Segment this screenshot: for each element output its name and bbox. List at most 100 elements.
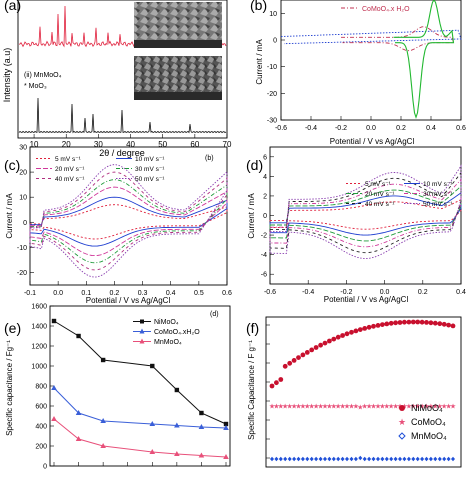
panel-f-legend-label: MnMoO₄ [411,431,447,441]
panel-f-point-nimoo4 [419,319,425,325]
panel-f-point-mnmoo4 [283,456,288,462]
panel-f: (f) Specific Capacitance / F g⁻¹ ★★★★★★★… [246,316,462,468]
panel-e-yticks: 1600 1400 1200 1000 800 600 400 200 0 [31,304,54,471]
panel-f-point-comoo4: ★ [317,403,323,411]
panel-e-marker [51,416,57,421]
panel-d-xtick-label: -0.6 [264,289,276,296]
panel-c-ytick-label: -10 [17,245,27,252]
panel-c-legend-label: 5 mV s⁻¹ [55,156,82,163]
panel-f-point-mnmoo4 [376,456,380,462]
panel-e-line [53,418,227,458]
panel-f-point-nimoo4 [428,320,434,326]
panel-f-point-mnmoo4 [402,456,407,462]
panel-d-xtick-label: 0.4 [456,289,466,296]
panel-f-point-comoo4: ★ [406,403,412,411]
panel-e-marker [150,363,155,369]
panel-f-point-nimoo4 [327,338,332,344]
panel-f-point-mnmoo4 [270,456,274,462]
panel-f-point-comoo4: ★ [331,403,337,411]
panel-f-point-comoo4: ★ [335,403,341,411]
panel-f-point-comoo4: ★ [428,403,434,411]
panel-d-curves [269,164,462,260]
panel-d-xtick-label: 0.0 [380,289,390,296]
panel-f-point-mnmoo4 [323,456,327,462]
panel-b-ytick-label: -10 [267,64,277,71]
panel-c-xtick-label: 0.5 [194,290,204,297]
panel-b-xtick-label: 0.6 [456,125,466,132]
panel-d-axes [269,146,462,285]
panel-f-legend-marker [398,432,406,440]
panel-d-ytick-label: 6 [263,154,267,161]
panel-f-point-mnmoo4 [353,456,358,462]
panel-f-point-nimoo4 [446,322,451,328]
panel-e-marker [149,421,156,426]
panel-c-ytick-label: 10 [19,195,27,202]
panel-d-curve [269,185,462,242]
panel-f-letter: (f) [246,320,259,336]
panel-f-legend-marker [399,405,405,411]
sem-inset-bottom [134,56,222,100]
panel-c-curves [29,164,228,278]
panel-e-series [51,318,229,459]
panel-f-point-mnmoo4 [367,456,372,462]
panel-d-ytick-label: -4 [261,252,267,259]
panel-f-point-mnmoo4 [305,456,310,462]
panel-d-legend-label: 20 mV s⁻¹ [365,191,395,198]
panel-f-point-mnmoo4 [406,456,411,462]
panel-a-xticks: 10 20 30 40 50 60 70 [30,134,232,149]
panel-e-marker [100,418,106,423]
panel-b-xtick-label: 0.0 [366,125,376,132]
panel-c-xtick-label: 0.1 [81,290,91,297]
panel-f-point-mnmoo4 [300,456,305,462]
panel-a-label-moo3: * MoO₃ [24,83,47,90]
panel-f-point-mnmoo4 [428,456,433,462]
panel-f-point-comoo4: ★ [339,403,345,411]
panel-a-xtick-label: 50 [158,140,167,149]
panel-b-xtick-label: 0.4 [426,125,436,132]
panel-f-point-comoo4: ★ [366,403,372,411]
panel-b-legend-label: CoMoO₄.x H₂O [362,6,410,13]
panel-f-point-nimoo4 [393,320,398,326]
panel-e-xticks [53,462,227,466]
panel-f-point-nimoo4 [406,319,412,325]
panel-b-xticks: -0.6 -0.4 -0.2 0.0 0.2 0.4 0.6 [275,116,466,132]
panel-a-xtick-label: 20 [62,140,71,149]
panel-f-point-nimoo4 [300,352,306,358]
panel-f-point-mnmoo4 [309,456,314,462]
panel-c-xtick-label: -0.1 [24,290,36,297]
panel-f-legend-label: NiMoO₄ [411,403,443,413]
panel-b-xtick-label: -0.6 [275,125,287,132]
panel-b-xtick-label: -0.2 [335,125,347,132]
panel-d-legend-label: 5 mV s⁻¹ [365,181,392,188]
panel-e-legend-marker [140,319,144,324]
panel-c-legend: 5 mV s⁻¹ 10 mV s⁻¹ 20 mV s⁻¹ 30 mV s⁻¹ 40 mV… [36,156,165,183]
panel-c-xtick-label: 0.0 [53,290,63,297]
panel-e-ytick-label: 0 [43,464,47,471]
panel-c: (c) (b) Current / mA Potential / V vs Ag… [4,145,232,306]
panel-a-pattern-ii [18,97,227,134]
panel-c-legend-label: 30 mV s⁻¹ [135,166,165,173]
panel-e-marker [76,333,81,339]
panel-d-curve [269,192,462,236]
panel-d: (d) Current / mA Potential / V vs Ag/AgC… [246,146,466,304]
panel-f-point-mnmoo4 [393,456,398,462]
panel-f-point-mnmoo4 [389,456,394,462]
panel-b-ylabel: Current / mA [255,39,264,85]
panel-c-curve [29,164,228,278]
panel-f-point-comoo4: ★ [300,403,306,411]
panel-b-xlabel: Potential / V vs Ag/AgCl [330,137,415,146]
panel-f-point-comoo4: ★ [437,403,443,411]
panel-d-legend: 5 mV s⁻¹ 10 mV s⁻¹ 20 mV s⁻¹ 30 mV s⁻¹ 40 mV… [346,181,453,208]
panel-c-xtick-label: 0.4 [166,290,176,297]
panel-d-legend-label: 30 mV s⁻¹ [423,191,453,198]
panel-c-letter: (c) [4,157,20,173]
panel-e-marker [51,318,57,324]
panel-b-xtick-label: -0.4 [305,125,317,132]
panel-c-xtick-label: 0.2 [110,290,120,297]
panel-f-point-nimoo4 [340,333,345,338]
panel-e-ylabel: Specific capacitance / Fg⁻¹ [5,340,14,436]
panel-b-curve-green [393,0,455,120]
panel-f-point-comoo4: ★ [357,404,363,412]
panel-c-legend-label: 10 mV s⁻¹ [135,156,165,163]
panel-f-point-nimoo4 [318,342,323,348]
